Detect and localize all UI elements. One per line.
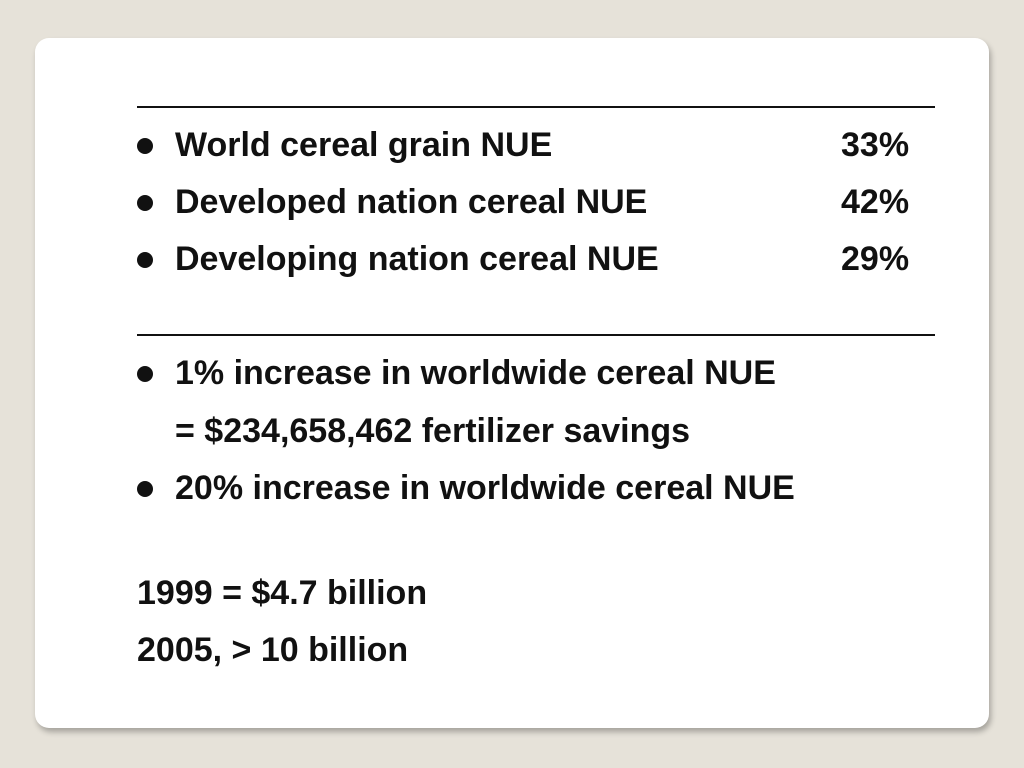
stat-value: 42% — [841, 183, 910, 221]
summary-line-1999: 1999 = $4.7 billion — [137, 574, 428, 612]
stat-label: Developing nation cereal NUE — [175, 240, 659, 278]
stat-label: Developed nation cereal NUE — [175, 183, 648, 221]
bullet-icon — [137, 252, 153, 268]
stat-value: 29% — [841, 240, 910, 278]
middle-divider — [137, 334, 935, 336]
stat-value: 33% — [841, 126, 910, 164]
slide: World cereal grain NUE 33% Developed nat… — [35, 38, 989, 728]
bullet-icon — [137, 138, 153, 154]
bullet-icon — [137, 195, 153, 211]
increase-label: 1% increase in worldwide cereal NUE — [175, 354, 776, 392]
increase-label: 20% increase in worldwide cereal NUE — [175, 469, 795, 507]
bullet-icon — [137, 481, 153, 497]
bullet-icon — [137, 366, 153, 382]
summary-line-2005: 2005, > 10 billion — [137, 631, 409, 669]
savings-text: = $234,658,462 fertilizer savings — [175, 412, 691, 450]
stat-label: World cereal grain NUE — [175, 126, 553, 164]
top-divider — [137, 106, 935, 108]
